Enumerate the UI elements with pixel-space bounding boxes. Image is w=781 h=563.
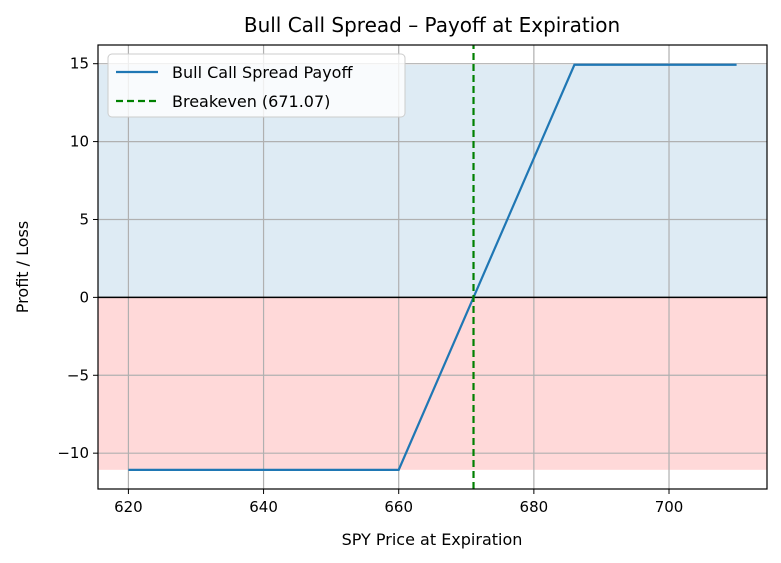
y-tick-label: 10 <box>70 133 89 151</box>
shaded-regions <box>98 64 767 470</box>
legend-label-0: Bull Call Spread Payoff <box>172 63 353 82</box>
legend: Bull Call Spread Payoff Breakeven (671.07… <box>107 53 406 118</box>
series-lines <box>128 45 737 489</box>
plot-frame <box>97 44 768 490</box>
y-tick-label: 5 <box>79 210 89 228</box>
x-axis-label: SPY Price at Expiration <box>342 530 523 549</box>
y-tick-label: 0 <box>79 288 89 306</box>
plot-area <box>97 44 768 490</box>
y-tick-label: 15 <box>70 55 89 73</box>
x-tick-label: 700 <box>655 498 684 516</box>
x-axis-ticks: 620 640 660 680 700 <box>114 489 683 516</box>
x-tick-label: 660 <box>384 498 413 516</box>
legend-box <box>107 53 406 118</box>
y-tick-label: −5 <box>67 366 89 384</box>
x-tick-label: 680 <box>520 498 549 516</box>
y-axis-ticks: −10 −5 0 5 10 15 <box>57 55 98 462</box>
x-tick-label: 640 <box>249 498 278 516</box>
shaded-region-1 <box>98 297 767 470</box>
legend-label-1: Breakeven (671.07) <box>172 92 330 111</box>
y-axis-label: Profit / Loss <box>13 221 32 313</box>
y-tick-label: −10 <box>57 444 89 462</box>
x-tick-label: 620 <box>114 498 143 516</box>
chart-title: Bull Call Spread – Payoff at Expiration <box>244 13 620 37</box>
series-line-0 <box>128 63 737 471</box>
